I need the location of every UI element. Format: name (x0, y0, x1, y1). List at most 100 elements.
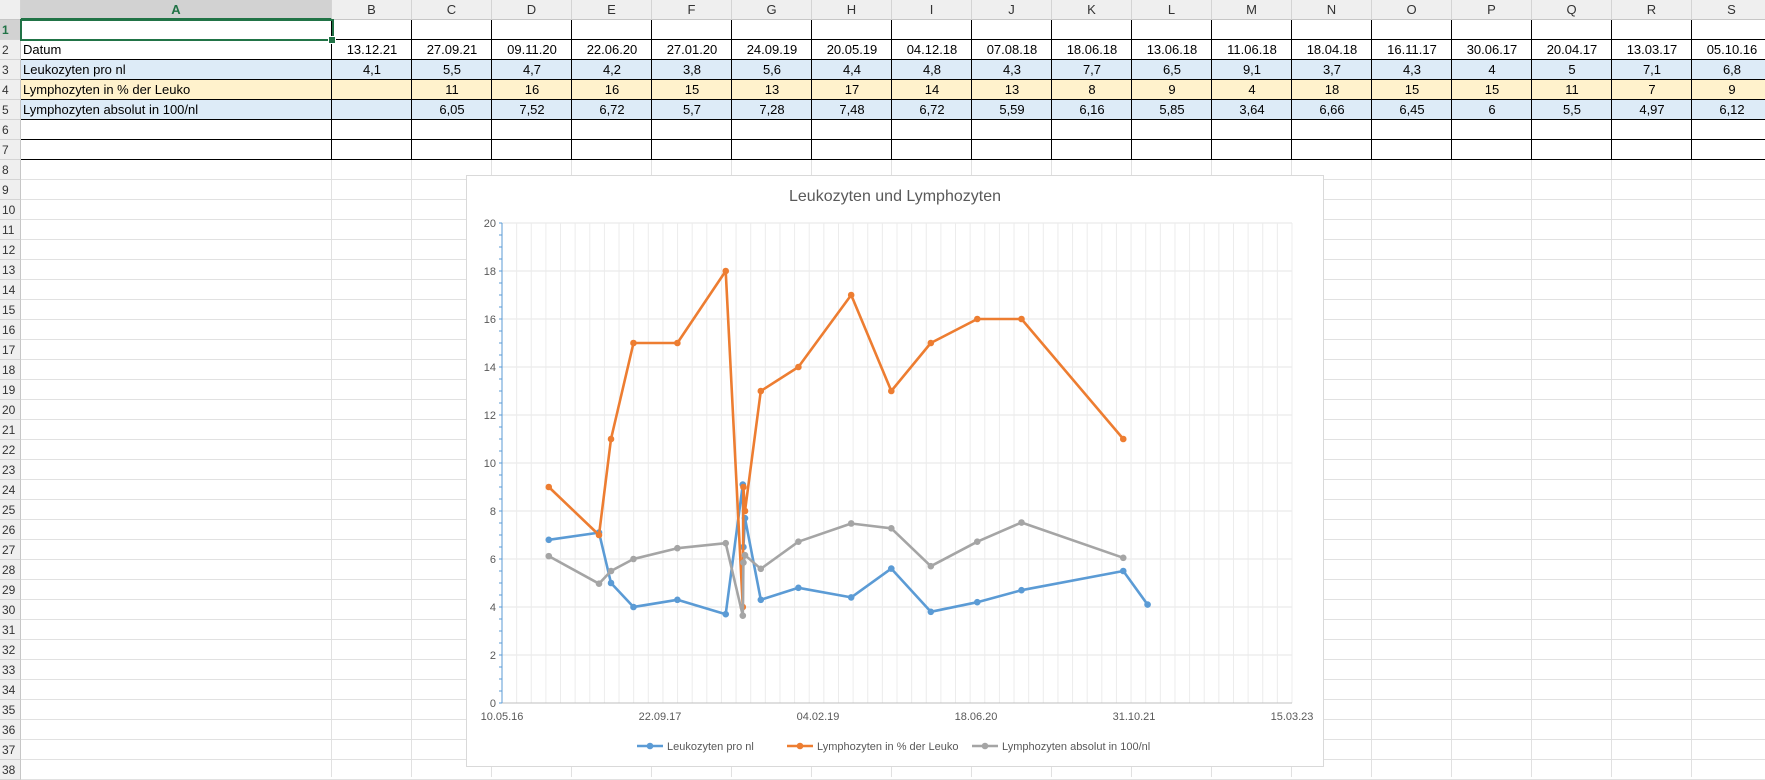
table-cell[interactable]: 18.04.18 (1306, 42, 1358, 57)
row-header-38[interactable]: 38 (0, 760, 21, 780)
table-cell[interactable]: 6,5 (1162, 62, 1182, 77)
column-header-E[interactable]: E (572, 0, 652, 20)
table-cell[interactable] (332, 81, 412, 99)
table-cell[interactable]: 11 (1565, 82, 1579, 97)
table-cell[interactable]: 6,16 (1079, 102, 1105, 117)
row-label[interactable]: Leukozyten pro nl (23, 62, 126, 77)
table-cell[interactable]: 8 (1088, 82, 1096, 97)
row-header-34[interactable]: 34 (0, 680, 21, 700)
column-header-H[interactable]: H (812, 0, 892, 20)
column-header-K[interactable]: K (1052, 0, 1132, 20)
table-cell[interactable]: 13 (764, 82, 780, 97)
table-cell[interactable]: 3,64 (1239, 102, 1265, 117)
row-header-32[interactable]: 32 (0, 640, 21, 660)
column-header-A[interactable]: A (21, 0, 332, 20)
table-cell[interactable]: 14 (924, 82, 940, 97)
table-cell[interactable]: 09.11.20 (507, 42, 557, 57)
table-cell[interactable]: 13 (1004, 82, 1020, 97)
row-header-24[interactable]: 24 (0, 480, 21, 500)
row-header-8[interactable]: 8 (0, 160, 21, 180)
row-header-5[interactable]: 5 (0, 100, 21, 120)
table-cell[interactable]: 6,8 (1722, 62, 1742, 77)
table-cell[interactable]: 4,1 (362, 62, 382, 77)
table-cell[interactable]: 5 (1568, 62, 1576, 77)
table-cell[interactable]: 07.08.18 (986, 42, 1038, 57)
row-header-30[interactable]: 30 (0, 600, 21, 620)
row-label[interactable]: Datum (23, 42, 62, 57)
table-cell[interactable]: 18 (1324, 82, 1340, 97)
table-cell[interactable]: 4,7 (522, 62, 542, 77)
table-cell[interactable]: 7,52 (519, 102, 545, 117)
table-cell[interactable]: 6,45 (1399, 102, 1425, 117)
table-cell[interactable]: 4 (1488, 62, 1496, 77)
table-cell[interactable]: 6,72 (599, 102, 625, 117)
row-header-1[interactable]: 1 (0, 20, 21, 40)
row-header-36[interactable]: 36 (0, 720, 21, 740)
table-cell[interactable]: 6,12 (1719, 102, 1745, 117)
table-cell[interactable] (332, 101, 412, 119)
column-header-Q[interactable]: Q (1532, 0, 1612, 20)
table-cell[interactable]: 18.06.18 (1066, 42, 1118, 57)
table-cell[interactable]: 20.05.19 (826, 42, 878, 57)
column-header-I[interactable]: I (892, 0, 972, 20)
column-header-M[interactable]: M (1212, 0, 1292, 20)
row-header-20[interactable]: 20 (0, 400, 21, 420)
column-header-D[interactable]: D (492, 0, 572, 20)
row-header-17[interactable]: 17 (0, 340, 21, 360)
row-header-19[interactable]: 19 (0, 380, 21, 400)
row-header-21[interactable]: 21 (0, 420, 21, 440)
row-header-3[interactable]: 3 (0, 60, 21, 80)
row-header-13[interactable]: 13 (0, 260, 21, 280)
column-header-B[interactable]: B (332, 0, 412, 20)
table-cell[interactable]: 20.04.17 (1546, 42, 1598, 57)
column-header-S[interactable]: S (1692, 0, 1765, 20)
column-header-P[interactable]: P (1452, 0, 1532, 20)
table-cell[interactable]: 7,7 (1082, 62, 1102, 77)
row-header-29[interactable]: 29 (0, 580, 21, 600)
table-cell[interactable]: 6,72 (919, 102, 945, 117)
table-cell[interactable]: 05.10.16 (1706, 42, 1758, 57)
row-header-26[interactable]: 26 (0, 520, 21, 540)
column-header-C[interactable]: C (412, 0, 492, 20)
column-header-N[interactable]: N (1292, 0, 1372, 20)
column-header-O[interactable]: O (1372, 0, 1452, 20)
column-header-R[interactable]: R (1612, 0, 1692, 20)
table-cell[interactable]: 22.06.20 (586, 42, 638, 57)
table-cell[interactable]: 5,85 (1159, 102, 1185, 117)
table-cell[interactable]: 4 (1248, 82, 1256, 97)
table-cell[interactable]: 9 (1168, 82, 1176, 97)
table-cell[interactable]: 27.09.21 (426, 42, 478, 57)
table-cell[interactable]: 4,4 (842, 62, 862, 77)
table-cell[interactable]: 5,59 (999, 102, 1025, 117)
row-header-9[interactable]: 9 (0, 180, 21, 200)
table-cell[interactable]: 6,05 (439, 102, 465, 117)
table-cell[interactable]: 13.06.18 (1146, 42, 1198, 57)
table-cell[interactable]: 5,5 (442, 62, 462, 77)
row-header-33[interactable]: 33 (0, 660, 21, 680)
row-header-12[interactable]: 12 (0, 240, 21, 260)
row-header-2[interactable]: 2 (0, 40, 21, 60)
table-cell[interactable]: 11.06.18 (1227, 42, 1277, 57)
table-cell[interactable]: 13.03.17 (1626, 42, 1678, 57)
select-all-corner[interactable] (0, 0, 21, 20)
table-cell[interactable]: 04.12.18 (906, 42, 958, 57)
table-cell[interactable]: 5,6 (762, 62, 782, 77)
table-cell[interactable]: 5,7 (682, 102, 702, 117)
chart[interactable]: Leukozyten und Lymphozyten 0 2 4 6 8 10 12 14 16 1… (466, 175, 1324, 767)
row-header-15[interactable]: 15 (0, 300, 21, 320)
row-header-22[interactable]: 22 (0, 440, 21, 460)
table-cell[interactable]: 16.11.17 (1387, 42, 1437, 57)
table-cell[interactable]: 4,2 (602, 62, 622, 77)
row-header-10[interactable]: 10 (0, 200, 21, 220)
table-cell[interactable]: 5,5 (1562, 102, 1582, 117)
table-cell[interactable]: 3,7 (1322, 62, 1342, 77)
table-cell[interactable]: 16 (524, 82, 540, 97)
table-cell[interactable]: 15 (1484, 82, 1500, 97)
table-cell[interactable]: 27.01.20 (666, 42, 718, 57)
row-header-25[interactable]: 25 (0, 500, 21, 520)
table-cell[interactable]: 7,28 (759, 102, 785, 117)
row-header-16[interactable]: 16 (0, 320, 21, 340)
table-cell[interactable]: 17 (844, 82, 860, 97)
table-cell[interactable]: 7 (1648, 82, 1656, 97)
table-cell[interactable]: 16 (604, 82, 620, 97)
